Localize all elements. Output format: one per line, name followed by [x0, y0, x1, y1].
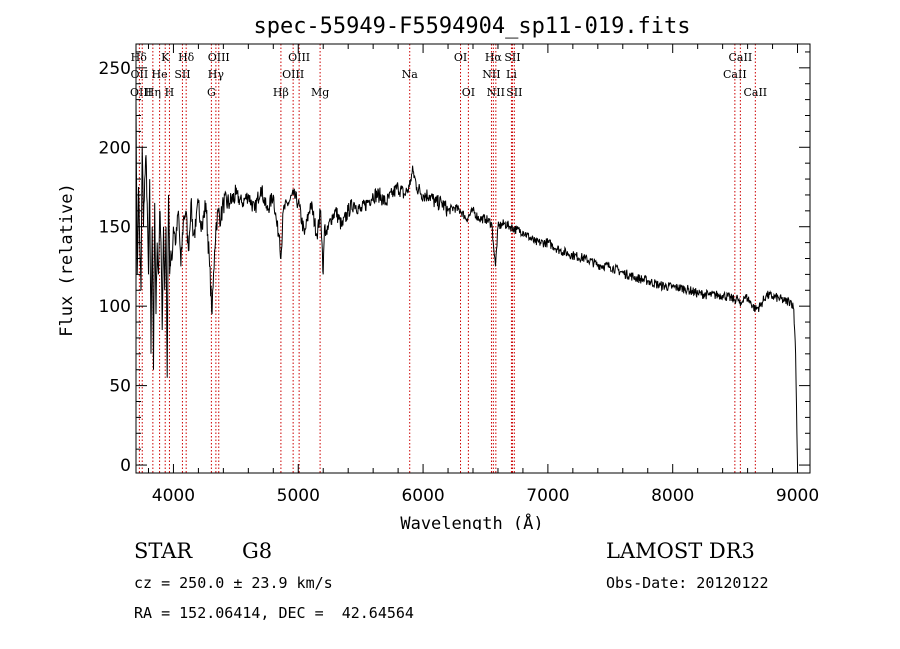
- line-marker-layer: [138, 44, 756, 473]
- x-tick-label: 8000: [651, 486, 694, 506]
- plot-frame: [135, 43, 811, 474]
- chart-title: spec-55949-F5594904_sp11-019.fits: [253, 14, 690, 39]
- object-type: STAR: [134, 539, 193, 563]
- line-label: Hβ: [273, 86, 289, 99]
- x-tick-label: 5000: [277, 486, 320, 506]
- line-label: CaII: [723, 68, 747, 81]
- line-label: OIII: [288, 51, 310, 64]
- line-label: OI: [462, 86, 475, 99]
- survey-name: LAMOST DR3: [606, 539, 755, 563]
- line-label: SII: [174, 68, 190, 81]
- y-tick-label: 150: [99, 218, 131, 238]
- line-label: SII: [504, 51, 520, 64]
- tick-layer: 4000 5000 6000 7000 8000 9000 0 50 100 150 200 250: [99, 44, 819, 506]
- line-label: Hα: [485, 51, 503, 64]
- spectrum-line: [135, 99, 798, 466]
- x-tick-label: 6000: [401, 486, 444, 506]
- coords-text: RA = 152.06414, DEC = 42.64564: [134, 604, 414, 622]
- x-tick-label: 4000: [152, 486, 195, 506]
- y-tick-label: 50: [109, 377, 131, 397]
- spectrum-layer: [135, 99, 798, 466]
- x-axis-label: Wavelength (Å): [400, 512, 543, 530]
- x-tick-label: 7000: [526, 486, 569, 506]
- y-tick-label: 250: [99, 59, 131, 79]
- line-label: Li: [506, 68, 517, 81]
- line-label: NII: [487, 86, 505, 99]
- line-label: NII: [482, 68, 500, 81]
- line-label: OI: [454, 51, 467, 64]
- line-label: G: [207, 86, 216, 99]
- line-label: Hη: [145, 86, 161, 99]
- line-label: SII: [506, 86, 522, 99]
- line-label: He: [152, 68, 168, 81]
- line-label: OIII: [130, 86, 152, 99]
- line-label: Hδ: [131, 51, 148, 64]
- y-tick-label: 100: [99, 297, 131, 317]
- line-label: CaII: [743, 86, 767, 99]
- y-tick-label: 200: [99, 138, 131, 158]
- y-tick-label: 0: [120, 456, 131, 476]
- line-label: OIII: [282, 68, 304, 81]
- line-label: OII: [131, 68, 149, 81]
- obs-date-text: Obs-Date: 20120122: [606, 574, 769, 592]
- line-label: Hδ: [178, 51, 195, 64]
- line-label: Hγ: [208, 68, 225, 81]
- spectrum-chart: spec-55949-F5594904_sp11-019.fits Hδ K Hδ O…: [57, 14, 819, 530]
- line-label: Na: [402, 68, 419, 81]
- x-tick-label: 9000: [776, 486, 819, 506]
- line-label: Mg: [311, 86, 329, 99]
- line-label: H: [165, 86, 175, 99]
- y-axis-label: Flux (relative): [57, 183, 77, 337]
- line-label: K: [161, 51, 170, 64]
- object-subclass: G8: [242, 539, 273, 563]
- velocity-text: cz = 250.0 ± 23.9 km/s: [134, 574, 333, 592]
- line-label: CaII: [729, 51, 753, 64]
- line-label: OIII: [208, 51, 230, 64]
